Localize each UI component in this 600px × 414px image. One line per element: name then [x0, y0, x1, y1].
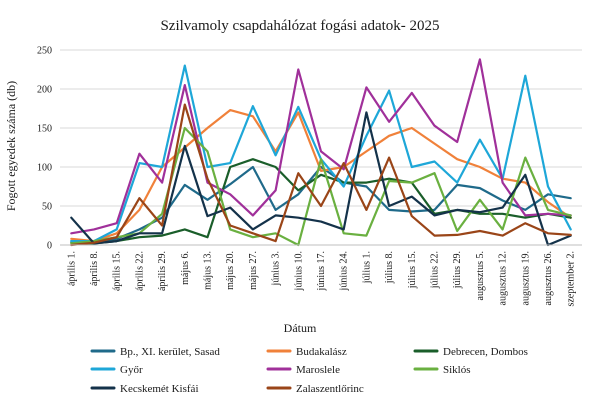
- x-axis-label: Dátum: [284, 321, 317, 335]
- x-tick-label: augusztus 19.: [520, 251, 531, 305]
- x-tick-label: június 24.: [339, 251, 350, 291]
- series-line: [70, 108, 572, 243]
- x-tick-label: június 3.: [271, 251, 282, 286]
- series-layer: [70, 58, 572, 247]
- x-tick-label: április 15.: [112, 251, 123, 291]
- legend-label: Kecskemét Kisfái: [120, 383, 199, 395]
- series-line: [70, 58, 572, 235]
- series-line: [70, 103, 572, 247]
- series-line: [70, 111, 572, 247]
- legend-label: Bp., XI. kerület, Sasad: [120, 346, 220, 358]
- x-tick-label: április 29.: [157, 251, 168, 291]
- y-axis-label: Fogott egyedek száma (db): [4, 81, 18, 211]
- x-tick-label: május 20.: [225, 251, 236, 290]
- y-tick-label: 250: [37, 46, 52, 57]
- y-tick-label: 200: [37, 85, 52, 96]
- y-tick-label: 50: [42, 202, 52, 213]
- chart-title: Szilvamoly csapdahálózat fogási adatok- …: [160, 18, 439, 34]
- x-tick-label: július 22.: [429, 251, 440, 289]
- axis-layer: 0 50 100 150 200 250 április 1. április 8. ápril…: [37, 46, 582, 307]
- legend-label: Zalaszentlőrinc: [296, 383, 364, 395]
- legend-label: Győr: [120, 364, 143, 376]
- x-tick-label: május 27.: [248, 251, 259, 290]
- x-tick-label: július 8.: [384, 251, 395, 284]
- legend-label: Debrecen, Dombos: [443, 346, 528, 358]
- legend-label: Budakalász: [296, 346, 347, 358]
- y-tick-label: 150: [37, 124, 52, 135]
- x-tick-label: szeptember 2.: [566, 251, 577, 307]
- series-line: [70, 158, 572, 245]
- x-tick-label: augusztus 12.: [498, 251, 509, 305]
- x-tick-label: május 13.: [203, 251, 214, 290]
- y-tick-label: 100: [37, 163, 52, 174]
- x-tick-label: április 1.: [66, 251, 77, 286]
- x-tick-label: július 29.: [452, 251, 463, 289]
- legend-label: Maroslele: [296, 364, 340, 376]
- x-tick-label: június 17.: [316, 251, 327, 291]
- x-tick-label: április 22.: [134, 251, 145, 291]
- x-tick-label: július 15.: [407, 251, 418, 289]
- x-tick-label: június 10.: [293, 251, 304, 291]
- y-tick-label: 0: [47, 241, 52, 252]
- x-tick-label: augusztus 26.: [543, 251, 554, 305]
- legend-label: Siklós: [443, 364, 471, 376]
- x-tick-label: augusztus 5.: [475, 251, 486, 300]
- x-tick-label: május 6.: [180, 251, 191, 285]
- x-tick-label: április 8.: [89, 251, 100, 286]
- x-tick-label: július 1.: [361, 251, 372, 284]
- legend: Bp., XI. kerület, Sasad Budakalász Debrece…: [90, 346, 528, 395]
